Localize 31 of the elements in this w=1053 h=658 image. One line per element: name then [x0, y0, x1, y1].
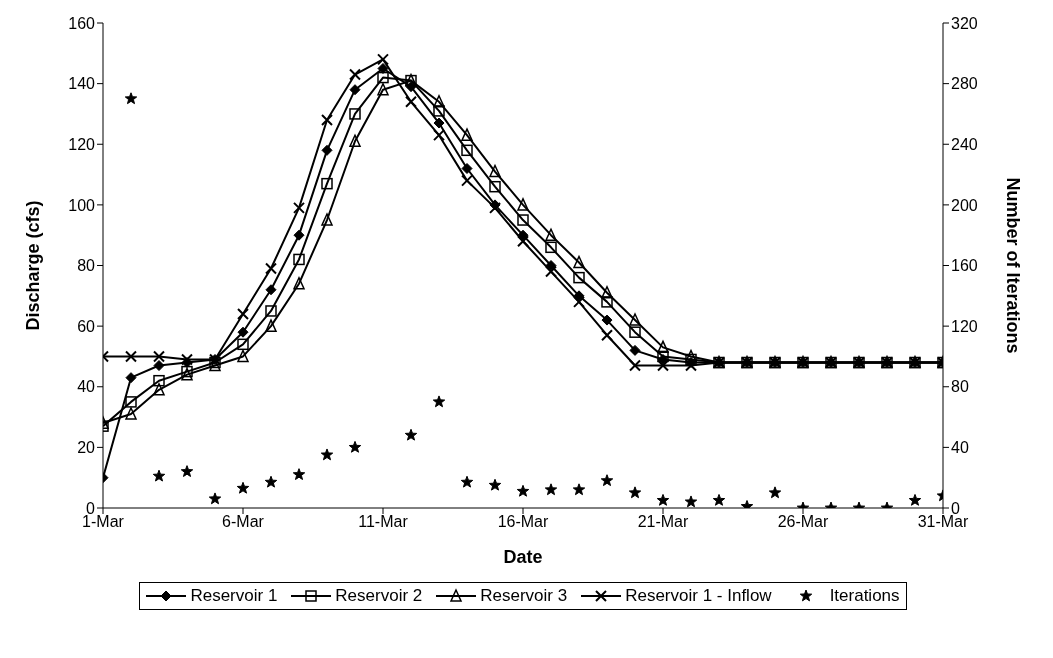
y-tick-label: 80: [77, 257, 96, 275]
y2-tick-label: 280: [951, 75, 978, 93]
y2-tick-label: 80: [951, 378, 969, 396]
y2-tick-label: 160: [951, 257, 978, 275]
y-tick-label: 40: [77, 378, 96, 396]
x-tick-label: 26-Mar: [777, 513, 830, 531]
x-tick-label: 1-Mar: [82, 513, 125, 531]
y-tick-label: 120: [68, 135, 96, 153]
y-axis-title: Discharge (cfs): [23, 200, 44, 331]
x-axis-title: Date: [503, 547, 543, 567]
y2-tick-label: 240: [951, 135, 978, 153]
y-tick-label: 140: [68, 75, 96, 93]
y2-tick-label: 120: [951, 317, 978, 335]
x-tick-label: 16-Mar: [497, 513, 550, 531]
y2-tick-label: 40: [951, 439, 969, 457]
y2-tick-label: 320: [951, 14, 978, 32]
y-tick-label: 160: [68, 14, 96, 32]
y-tick-label: 60: [77, 317, 96, 335]
y2-axis-title: Number of Iterations: [1002, 177, 1023, 354]
legend-label: Reservoir 1 - Inflow: [625, 586, 772, 606]
y2-tick-label: 200: [951, 196, 978, 214]
x-tick-label: 11-Mar: [358, 513, 409, 531]
legend-label: Reservoir 1: [190, 586, 278, 606]
legend-label: Reservoir 2: [335, 586, 423, 606]
x-tick-label: 21-Mar: [637, 513, 690, 531]
legend-label: Iterations: [829, 586, 900, 606]
y-tick-label: 100: [68, 196, 96, 214]
y-tick-label: 20: [77, 439, 96, 457]
x-tick-label: 6-Mar: [222, 513, 265, 531]
x-tick-label: 31-Mar: [917, 513, 970, 531]
legend-label: Reservoir 3: [480, 586, 568, 606]
